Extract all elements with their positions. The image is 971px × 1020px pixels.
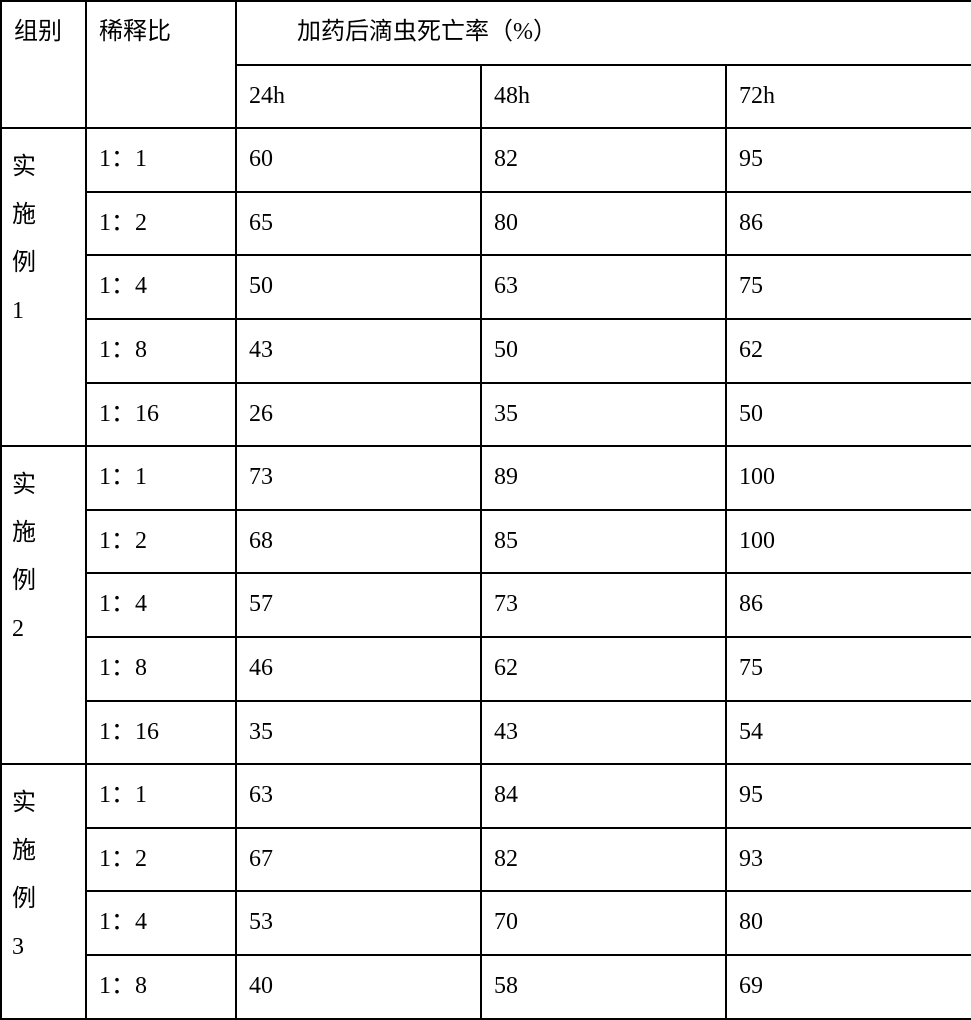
value-cell: 100 — [726, 510, 971, 574]
value-cell: 63 — [481, 255, 726, 319]
value-cell: 70 — [481, 891, 726, 955]
value-cell: 65 — [236, 192, 481, 256]
value-cell: 85 — [481, 510, 726, 574]
value-cell: 43 — [481, 701, 726, 765]
group-label-char: 实 — [12, 143, 75, 191]
value-cell: 93 — [726, 828, 971, 892]
value-cell: 43 — [236, 319, 481, 383]
table-row: 1：4506375 — [1, 255, 971, 319]
group-label-char: 施 — [12, 827, 75, 875]
value-cell: 75 — [726, 255, 971, 319]
value-cell: 50 — [236, 255, 481, 319]
value-cell: 63 — [236, 764, 481, 828]
group-label-char: 例 — [12, 875, 75, 923]
mortality-table: 组别 稀释比 加药后滴虫死亡率（%） 24h 48h 72h 实施例11：160… — [0, 0, 971, 1020]
group-label-char: 施 — [12, 509, 75, 557]
value-cell: 73 — [236, 446, 481, 510]
value-cell: 26 — [236, 383, 481, 447]
value-cell: 80 — [481, 192, 726, 256]
dilution-cell: 1：8 — [86, 319, 236, 383]
value-cell: 95 — [726, 764, 971, 828]
table-row: 1：16263550 — [1, 383, 971, 447]
table-row: 1：26885100 — [1, 510, 971, 574]
group-label-char: 例 — [12, 557, 75, 605]
table-row: 1：4537080 — [1, 891, 971, 955]
col-header-48h: 48h — [481, 65, 726, 129]
value-cell: 68 — [236, 510, 481, 574]
value-cell: 84 — [481, 764, 726, 828]
col-header-72h: 72h — [726, 65, 971, 129]
value-cell: 86 — [726, 192, 971, 256]
col-header-24h: 24h — [236, 65, 481, 129]
table-row: 1：16354354 — [1, 701, 971, 765]
value-cell: 82 — [481, 128, 726, 192]
value-cell: 100 — [726, 446, 971, 510]
group-label-char: 施 — [12, 191, 75, 239]
group-label-char: 2 — [12, 605, 75, 653]
table-row: 1：2658086 — [1, 192, 971, 256]
col-header-group: 组别 — [1, 1, 86, 128]
col-header-dilution: 稀释比 — [86, 1, 236, 128]
dilution-cell: 1：4 — [86, 573, 236, 637]
value-cell: 53 — [236, 891, 481, 955]
header-row-1: 组别 稀释比 加药后滴虫死亡率（%） — [1, 1, 971, 65]
value-cell: 57 — [236, 573, 481, 637]
table-row: 1：4577386 — [1, 573, 971, 637]
group-label-char: 例 — [12, 239, 75, 287]
table-body: 组别 稀释比 加药后滴虫死亡率（%） 24h 48h 72h 实施例11：160… — [1, 1, 971, 1019]
group-label-cell: 实施例3 — [1, 764, 86, 1018]
value-cell: 80 — [726, 891, 971, 955]
value-cell: 50 — [726, 383, 971, 447]
mortality-table-container: 组别 稀释比 加药后滴虫死亡率（%） 24h 48h 72h 实施例11：160… — [0, 0, 971, 1020]
table-row: 1：8435062 — [1, 319, 971, 383]
value-cell: 73 — [481, 573, 726, 637]
group-label-char: 3 — [12, 923, 75, 971]
dilution-cell: 1：4 — [86, 891, 236, 955]
value-cell: 58 — [481, 955, 726, 1019]
value-cell: 62 — [481, 637, 726, 701]
dilution-cell: 1：1 — [86, 446, 236, 510]
value-cell: 82 — [481, 828, 726, 892]
value-cell: 35 — [481, 383, 726, 447]
group-label-char: 1 — [12, 287, 75, 335]
value-cell: 69 — [726, 955, 971, 1019]
value-cell: 35 — [236, 701, 481, 765]
table-row: 1：8466275 — [1, 637, 971, 701]
dilution-cell: 1：16 — [86, 701, 236, 765]
table-row: 1：8405869 — [1, 955, 971, 1019]
group-label-char: 实 — [12, 779, 75, 827]
value-cell: 75 — [726, 637, 971, 701]
col-header-mortality: 加药后滴虫死亡率（%） — [236, 1, 971, 65]
dilution-cell: 1：4 — [86, 255, 236, 319]
dilution-cell: 1：1 — [86, 128, 236, 192]
dilution-cell: 1：8 — [86, 637, 236, 701]
dilution-cell: 1：2 — [86, 828, 236, 892]
value-cell: 89 — [481, 446, 726, 510]
group-label-char: 实 — [12, 461, 75, 509]
value-cell: 60 — [236, 128, 481, 192]
value-cell: 40 — [236, 955, 481, 1019]
group-label-cell: 实施例2 — [1, 446, 86, 764]
dilution-cell: 1：8 — [86, 955, 236, 1019]
value-cell: 50 — [481, 319, 726, 383]
value-cell: 54 — [726, 701, 971, 765]
dilution-cell: 1：16 — [86, 383, 236, 447]
dilution-cell: 1：2 — [86, 192, 236, 256]
table-row: 实施例31：1638495 — [1, 764, 971, 828]
table-row: 实施例11：1608295 — [1, 128, 971, 192]
table-row: 实施例21：17389100 — [1, 446, 971, 510]
table-row: 1：2678293 — [1, 828, 971, 892]
dilution-cell: 1：1 — [86, 764, 236, 828]
value-cell: 46 — [236, 637, 481, 701]
dilution-cell: 1：2 — [86, 510, 236, 574]
value-cell: 86 — [726, 573, 971, 637]
value-cell: 67 — [236, 828, 481, 892]
value-cell: 95 — [726, 128, 971, 192]
group-label-cell: 实施例1 — [1, 128, 86, 446]
value-cell: 62 — [726, 319, 971, 383]
